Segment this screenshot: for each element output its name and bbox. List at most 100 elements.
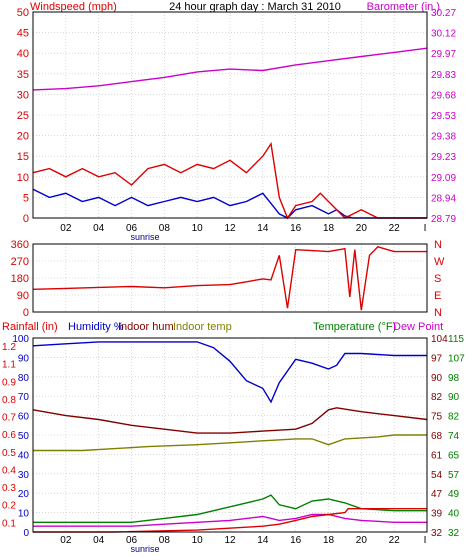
rain-tick-label: 0.7 — [2, 413, 16, 424]
series-line-humidity — [32, 341, 427, 404]
direction-tick-label: 0 — [23, 307, 29, 319]
series-line-indoor_hum — [32, 407, 428, 434]
direction-grid — [33, 243, 427, 313]
wind-x-ticks: 02 04 06 08 10 12 14 16 18 20 22 I — [60, 223, 426, 234]
humidity-tick-label: 100 — [12, 334, 29, 345]
humidity-tick-label: 0 — [23, 528, 29, 539]
indoor-temp-tick-label: 39 — [431, 509, 443, 520]
indoor-temp-tick-label: 32 — [431, 528, 443, 539]
wind-plot-frame — [32, 11, 428, 219]
barometer-tick-label: 28.79 — [431, 214, 456, 225]
wind-x-end-tick: I — [424, 223, 427, 234]
barometer-axis-label: Barometer (in.) — [367, 1, 440, 13]
wind-barometer-panel: Windspeed (mph) 24 hour graph day : Marc… — [17, 1, 457, 242]
wind-series — [32, 47, 428, 220]
humidity-tick-label: 30 — [18, 470, 30, 481]
indoor-temp-tick-label: 61 — [431, 450, 443, 461]
wind-x-tick-label: 08 — [159, 223, 171, 234]
barometer-tick-label: 30.12 — [431, 29, 456, 40]
rht-x-tick-label: 20 — [356, 535, 368, 546]
temperature-tick-label: 49 — [448, 489, 460, 500]
temperature-tick-label: 82 — [448, 412, 460, 423]
rht-x-tick-label: 02 — [60, 535, 72, 546]
direction-tick-label: 270 — [11, 256, 29, 268]
indoor-temp-tick-label: 54 — [431, 470, 443, 481]
temperature-tick-label: 98 — [448, 373, 460, 384]
direction-degree-ticks: 0 90 180 270 360 — [11, 239, 29, 319]
rht-x-tick-label: 16 — [290, 535, 302, 546]
windspeed-ticks: 0 5 10 15 20 25 30 35 40 45 50 — [17, 7, 29, 225]
rain-hum-temp-panel: Rainfall (in) Humidity % Indoor hum Indo… — [2, 321, 465, 554]
wind-grid — [33, 11, 427, 219]
windspeed-tick-label: 10 — [17, 172, 29, 184]
rain-tick-label: 1.1 — [2, 360, 16, 371]
windspeed-tick-label: 5 — [23, 192, 29, 204]
compass-tick-label: N — [434, 307, 442, 319]
rain-tick-label: 0.8 — [2, 395, 16, 406]
wind-x-tick-label: 06 — [126, 223, 138, 234]
barometer-tick-label: 29.38 — [431, 132, 456, 143]
rht-x-tick-label: 04 — [93, 535, 105, 546]
wind-x-tick-label: 16 — [290, 223, 302, 234]
humidity-tick-label: 50 — [18, 431, 30, 442]
dewpoint-axis-label: Dew Point — [393, 321, 443, 333]
humidity-axis-label: Humidity % — [68, 321, 124, 333]
windspeed-tick-label: 50 — [17, 7, 29, 19]
barometer-tick-label: 30.27 — [431, 8, 456, 19]
wind-x-tick-label: 20 — [356, 223, 368, 234]
barometer-tick-label: 29.53 — [431, 111, 456, 122]
temperature-tick-label: 115 — [448, 334, 464, 345]
rht-x-tick-label: 08 — [159, 535, 171, 546]
indoor-temp-tick-label: 82 — [431, 392, 443, 403]
series-line-rainfall — [33, 508, 427, 533]
barometer-tick-label: 28.94 — [431, 193, 456, 204]
windspeed-axis-label: Windspeed (mph) — [30, 1, 117, 13]
temperature-tick-label: 40 — [448, 509, 460, 520]
rain-tick-label: 0.3 — [2, 483, 16, 494]
wind-x-tick-label: 18 — [323, 223, 335, 234]
wind-x-tick-label: 10 — [192, 223, 204, 234]
rht-x-tick-label: 14 — [257, 535, 269, 546]
direction-tick-label: 90 — [17, 290, 29, 302]
wind-x-tick-label: 02 — [60, 223, 72, 234]
indoor-temp-tick-label: 97 — [431, 353, 443, 364]
barometer-tick-label: 29.83 — [431, 70, 456, 81]
temperature-tick-label: 74 — [448, 431, 460, 442]
temperature-axis-label: Temperature (°F) — [313, 321, 396, 333]
series-line-indoor_temp — [33, 434, 427, 452]
humidity-tick-label: 40 — [18, 450, 30, 461]
indoor-temp-tick-label: 68 — [431, 431, 443, 442]
temperature-tick-label: 32 — [448, 528, 460, 539]
temperature-tick-label: 107 — [448, 353, 465, 364]
temperature-tick-label: 65 — [448, 450, 460, 461]
rainfall-axis-label: Rainfall (in) — [2, 321, 58, 333]
compass-tick-label: W — [434, 256, 445, 268]
compass-tick-label: N — [434, 239, 442, 251]
indoor-temp-tick-label: 90 — [431, 373, 443, 384]
indoor-temp-label: Indoor temp — [173, 321, 232, 333]
temperature-ticks: 32 39 47 54 61 68 75 82 90 97 104 32 40 49 57 65 74 82 90 9… — [431, 334, 465, 539]
humidity-tick-label: 60 — [18, 412, 30, 423]
temperature-tick-label: 90 — [448, 392, 460, 403]
rht-series — [32, 341, 428, 533]
barometer-tick-label: 29.68 — [431, 90, 456, 101]
rain-tick-label: 0.5 — [2, 448, 16, 459]
humidity-tick-label: 70 — [18, 392, 30, 403]
windspeed-tick-label: 45 — [17, 28, 29, 40]
indoor-hum-label: Indoor hum — [118, 321, 174, 333]
direction-tick-label: 180 — [11, 273, 29, 285]
direction-series — [32, 246, 427, 311]
series-line-wind_dir — [32, 246, 427, 311]
humidity-tick-label: 90 — [18, 353, 30, 364]
rht-x-tick-label: 06 — [126, 535, 138, 546]
barometer-tick-label: 29.23 — [431, 152, 456, 163]
windspeed-tick-label: 40 — [17, 48, 29, 60]
humidity-tick-label: 10 — [18, 509, 30, 520]
rain-tick-label: 0.9 — [2, 377, 16, 388]
rht-x-ticks: 02 04 06 08 10 12 14 16 18 20 22 I — [60, 535, 426, 546]
rht-grid — [33, 337, 427, 533]
series-line-temperature — [33, 494, 427, 523]
rain-tick-label: 0.1 — [2, 518, 16, 529]
